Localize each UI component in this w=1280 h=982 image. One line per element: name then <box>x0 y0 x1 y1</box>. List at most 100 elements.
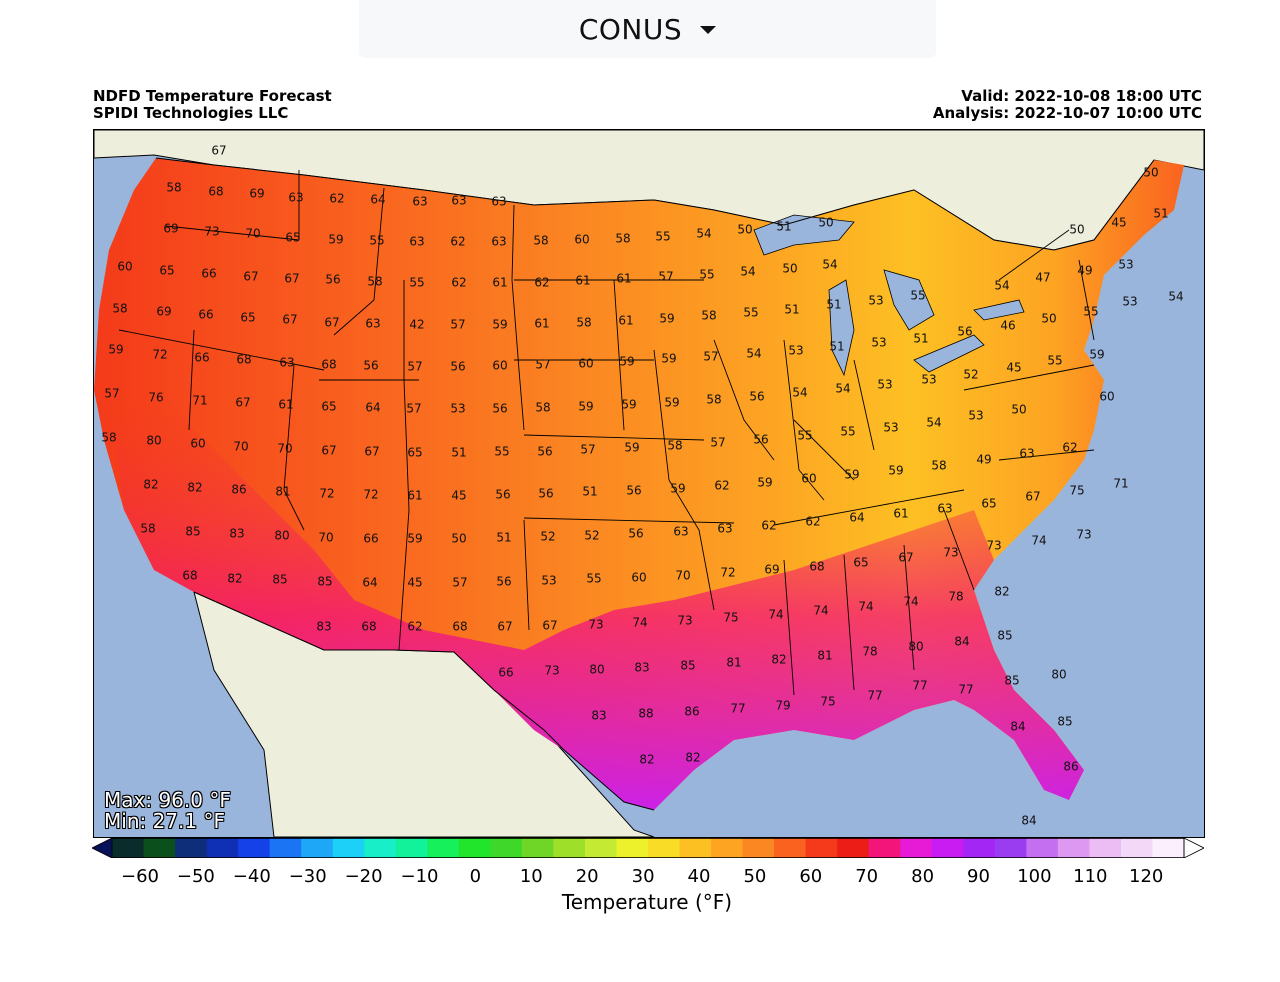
temperature-point-label: 58 <box>367 275 382 289</box>
temperature-point-label: 56 <box>496 575 511 589</box>
temperature-point-label: 53 <box>1118 258 1133 272</box>
colorbar-segment <box>332 838 365 858</box>
temperature-point-label: 65 <box>159 264 174 278</box>
temperature-point-label: 83 <box>229 527 244 541</box>
temperature-point-label: 79 <box>775 699 790 713</box>
temperature-point-label: 47 <box>1035 271 1050 285</box>
temperature-point-label: 77 <box>867 689 882 703</box>
temperature-point-label: 62 <box>761 519 776 533</box>
temperature-point-label: 69 <box>156 305 171 319</box>
temperature-point-label: 45 <box>451 489 466 503</box>
colorbar-segment <box>112 838 145 858</box>
colorbar-tick-label: −10 <box>400 866 439 887</box>
temperature-point-label: 51 <box>451 446 466 460</box>
colorbar-segment <box>805 838 838 858</box>
temperature-point-label: 81 <box>817 649 832 663</box>
temperature-point-label: 56 <box>626 484 641 498</box>
temperature-point-label: 57 <box>104 387 119 401</box>
temperature-point-label: 53 <box>877 378 892 392</box>
temperature-point-label: 70 <box>233 440 248 454</box>
temperature-point-label: 65 <box>981 497 996 511</box>
temperature-point-label: 59 <box>664 396 679 410</box>
temperature-point-label: 59 <box>888 464 903 478</box>
colorbar-tick-label: 10 <box>519 866 543 887</box>
temperature-point-label: 59 <box>659 312 674 326</box>
temperature-point-label: 83 <box>634 661 649 675</box>
colorbar-segment <box>1089 838 1122 858</box>
temperature-point-label: 67 <box>497 620 512 634</box>
temperature-point-label: 59 <box>757 476 772 490</box>
temperature-point-label: 73 <box>677 614 692 628</box>
temperature-point-label: 72 <box>720 566 735 580</box>
colorbar-tick-label: 120 <box>1129 866 1164 887</box>
temperature-point-label: 51 <box>826 298 841 312</box>
temperature-point-label: 53 <box>921 373 936 387</box>
temperature-point-label: 61 <box>534 317 549 331</box>
temperature-point-label: 80 <box>274 529 289 543</box>
temperature-point-label: 68 <box>208 185 223 199</box>
colorbar-tick-label: 20 <box>575 866 599 887</box>
colorbar-segment <box>364 838 397 858</box>
temperature-point-label: 69 <box>163 222 178 236</box>
temperature-point-label: 80 <box>1051 668 1066 682</box>
temperature-point-label: 76 <box>148 391 163 405</box>
temperature-point-label: 59 <box>661 352 676 366</box>
colorbar-segment <box>616 838 649 858</box>
colorbar-segment <box>679 838 712 858</box>
temperature-point-label: 77 <box>912 679 927 693</box>
temperature-point-label: 56 <box>753 433 768 447</box>
temperature-point-label: 68 <box>809 560 824 574</box>
temperature-point-label: 85 <box>1057 715 1072 729</box>
temperature-point-label: 57 <box>658 270 673 284</box>
temperature-point-label: 70 <box>675 569 690 583</box>
region-select[interactable]: CONUS <box>359 0 936 58</box>
analysis-time: Analysis: 2022-10-07 10:00 UTC <box>932 104 1202 122</box>
temperature-point-label: 68 <box>321 358 336 372</box>
colorbar-segment <box>900 838 933 858</box>
lake-michigan <box>828 279 855 377</box>
temperature-point-label: 57 <box>535 358 550 372</box>
title-line-2: SPIDI Technologies LLC <box>93 104 289 122</box>
temperature-point-label: 84 <box>1010 720 1025 734</box>
temperature-point-label: 67 <box>1025 490 1040 504</box>
temperature-point-label: 62 <box>805 515 820 529</box>
colorbar-segment <box>175 838 208 858</box>
temperature-point-label: 55 <box>655 230 670 244</box>
temperature-point-label: 58 <box>931 459 946 473</box>
temperature-point-label: 82 <box>771 653 786 667</box>
temperature-point-label: 61 <box>278 398 293 412</box>
temperature-point-label: 54 <box>746 347 761 361</box>
temperature-point-label: 75 <box>820 695 835 709</box>
temperature-point-label: 54 <box>926 416 941 430</box>
temperature-point-label: 55 <box>840 425 855 439</box>
temperature-point-label: 59 <box>108 343 123 357</box>
temperature-point-label: 77 <box>730 702 745 716</box>
temperature-point-label: 68 <box>452 620 467 634</box>
colorbar-tick-label: −20 <box>344 866 383 887</box>
temperature-map[interactable]: 67 58 68 69 63 62 64 63 63 63 69 73 70 65 59 55 63 62 63 58… <box>93 129 1205 838</box>
temperature-point-label: 42 <box>409 318 424 332</box>
mexico-border <box>193 591 655 811</box>
colorbar-extend-high <box>1183 838 1204 858</box>
temperature-point-label: 66 <box>198 308 213 322</box>
colorbar-segment <box>206 838 239 858</box>
temperature-point-label: 85 <box>272 573 287 587</box>
temperature-point-label: 61 <box>618 314 633 328</box>
temperature-point-label: 55 <box>369 234 384 248</box>
temperature-point-label: 63 <box>717 522 732 536</box>
temperature-point-label: 61 <box>893 507 908 521</box>
temperature-point-label: 58 <box>615 232 630 246</box>
temperature-point-label: 74 <box>632 616 647 630</box>
temperature-point-label: 50 <box>818 216 833 230</box>
temperature-point-label: 67 <box>235 396 250 410</box>
temperature-point-label: 65 <box>853 556 868 570</box>
temperature-point-label: 71 <box>192 394 207 408</box>
temperature-point-label: 56 <box>495 488 510 502</box>
temperature-point-label: 51 <box>784 303 799 317</box>
temperature-point-label: 85 <box>317 575 332 589</box>
temperature-point-label: 60 <box>578 357 593 371</box>
temperature-point-label: 64 <box>849 511 864 525</box>
temperature-point-label: 53 <box>883 421 898 435</box>
temperature-point-label: 63 <box>491 195 506 209</box>
colorbar-segment <box>868 838 901 858</box>
